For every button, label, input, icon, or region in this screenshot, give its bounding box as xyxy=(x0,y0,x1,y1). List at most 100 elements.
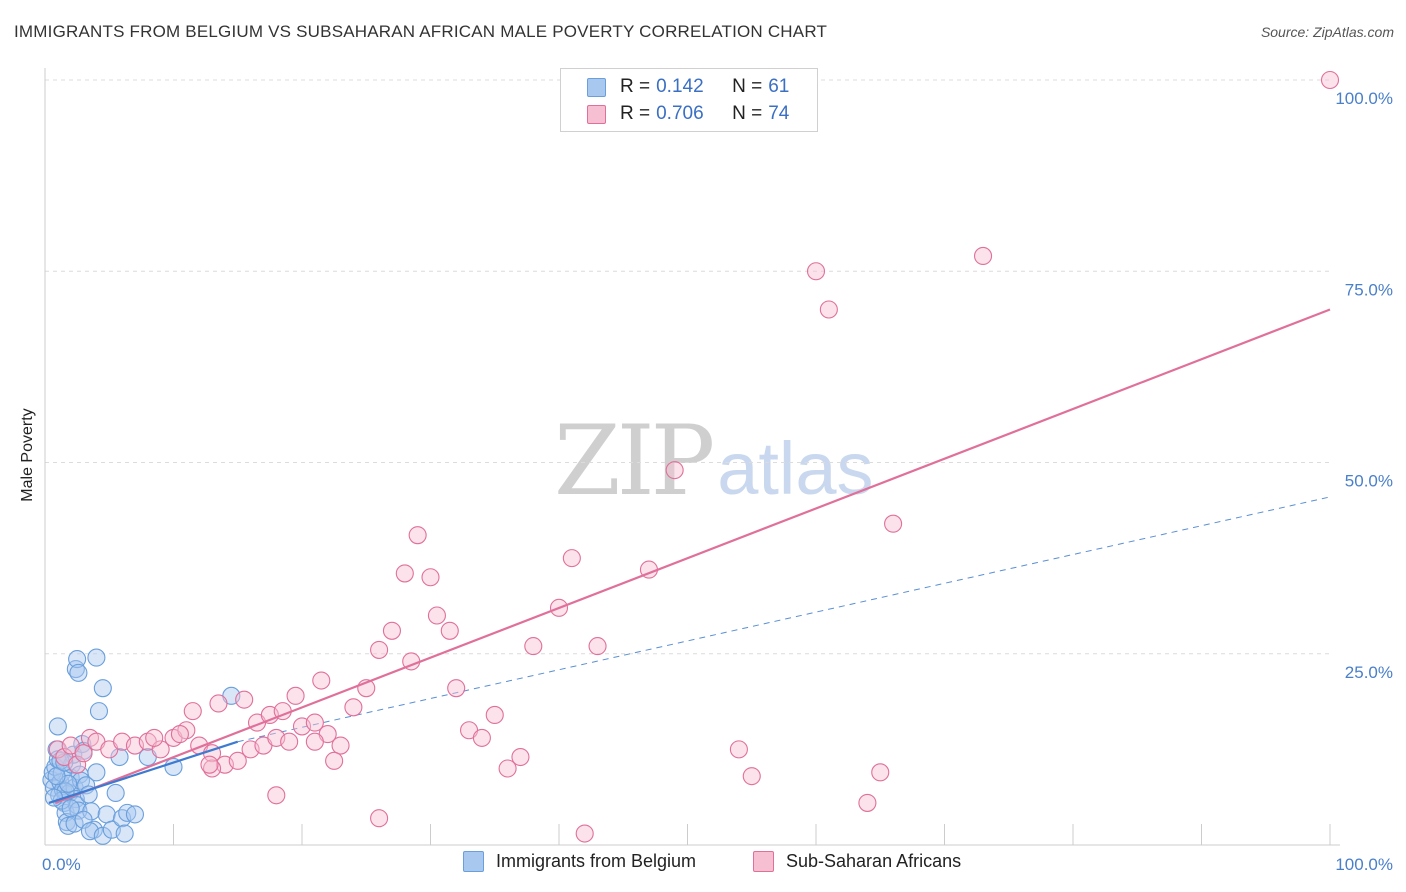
r-label: R = xyxy=(620,76,651,97)
y-tick-label: 25.0% xyxy=(1345,663,1393,682)
point-subsaharan xyxy=(209,694,228,713)
point-belgium xyxy=(115,824,134,843)
stats-legend-row-subsaharan: R = 0.706 N = 74 xyxy=(587,102,789,126)
point-subsaharan xyxy=(305,713,324,732)
point-belgium xyxy=(93,679,112,698)
point-belgium xyxy=(68,650,87,669)
n-label: N = xyxy=(732,103,763,124)
n-value: 61 xyxy=(768,76,790,97)
point-belgium xyxy=(47,767,66,786)
point-belgium xyxy=(89,702,109,721)
point-subsaharan xyxy=(858,793,877,812)
r-value: 0.142 xyxy=(656,76,704,97)
watermark-zip: ZIP xyxy=(554,405,715,517)
point-belgium xyxy=(48,717,67,736)
legend-swatch-belgium xyxy=(463,851,484,872)
point-subsaharan xyxy=(588,637,607,656)
point-subsaharan xyxy=(447,679,466,698)
grid-lines xyxy=(45,79,1330,655)
trend-line-belgium xyxy=(48,740,239,804)
point-subsaharan xyxy=(228,751,247,770)
point-subsaharan xyxy=(408,526,427,545)
watermark: ZIPatlas xyxy=(554,405,874,517)
point-subsaharan xyxy=(325,751,344,770)
point-subsaharan xyxy=(742,767,761,786)
n-label: N = xyxy=(732,76,763,97)
point-subsaharan xyxy=(74,744,93,763)
point-subsaharan xyxy=(286,686,305,705)
point-subsaharan xyxy=(183,702,202,721)
point-belgium xyxy=(164,757,183,777)
point-subsaharan xyxy=(871,763,890,782)
point-subsaharan xyxy=(427,606,446,625)
point-belgium xyxy=(61,799,80,818)
point-subsaharan xyxy=(973,246,993,265)
chart-title: IMMIGRANTS FROM BELGIUM VS SUBSAHARAN AF… xyxy=(14,22,828,41)
point-subsaharan xyxy=(235,690,254,709)
point-belgium xyxy=(65,814,84,833)
stats-legend: R = 0.142 N = 61 R = 0.706 N = 74 xyxy=(560,68,818,132)
point-subsaharan xyxy=(280,732,299,751)
point-belgium xyxy=(110,747,129,767)
point-subsaharan xyxy=(884,514,903,533)
point-belgium xyxy=(118,803,137,822)
series-legend: Immigrants from Belgium Sub-Saharan Afri… xyxy=(0,851,1406,877)
stats-legend-row-belgium: R = 0.142 N = 61 xyxy=(587,75,789,99)
y-tick-label: 100.0% xyxy=(1335,89,1393,108)
point-belgium xyxy=(87,763,106,782)
y-tick-label: 50.0% xyxy=(1345,472,1393,491)
axes xyxy=(44,68,1340,846)
legend-label-belgium: Immigrants from Belgium xyxy=(496,851,697,871)
point-subsaharan xyxy=(421,568,440,587)
n-value: 74 xyxy=(768,103,790,124)
legend-item-belgium[interactable]: Immigrants from Belgium xyxy=(463,851,696,872)
r-label: R = xyxy=(620,103,651,124)
point-subsaharan xyxy=(665,461,684,480)
tick-labels: 25.0% 50.0% 75.0% 100.0% 0.0% 100.0% xyxy=(42,89,1393,874)
point-subsaharan xyxy=(819,300,838,319)
y-tick-label: 75.0% xyxy=(1345,280,1393,299)
point-subsaharan xyxy=(485,705,504,725)
legend-item-subsaharan[interactable]: Sub-Saharan Africans xyxy=(753,851,961,872)
point-subsaharan xyxy=(729,740,748,759)
point-belgium xyxy=(44,788,64,807)
trend-line-belgium-dashed xyxy=(237,496,1331,743)
point-subsaharan xyxy=(68,755,87,774)
point-belgium xyxy=(106,783,125,803)
r-value: 0.706 xyxy=(656,103,704,124)
subsaharan-swatch xyxy=(587,104,606,124)
point-subsaharan xyxy=(395,564,414,583)
point-subsaharan xyxy=(331,736,350,755)
point-subsaharan xyxy=(170,725,189,744)
point-subsaharan xyxy=(370,640,389,659)
point-subsaharan xyxy=(145,728,164,747)
point-subsaharan xyxy=(1320,70,1340,90)
x-tick-label: 100.0% xyxy=(1335,855,1393,874)
point-subsaharan xyxy=(267,786,286,805)
point-subsaharan xyxy=(440,621,459,640)
point-subsaharan xyxy=(382,621,402,640)
point-belgium xyxy=(74,810,93,829)
point-subsaharan xyxy=(344,698,363,717)
point-subsaharan xyxy=(575,824,594,843)
x-tick-label: 0.0% xyxy=(42,855,81,874)
belgium-swatch xyxy=(587,77,606,97)
source-label: Source: ZipAtlas.com xyxy=(1260,24,1394,40)
point-belgium xyxy=(125,805,144,824)
point-subsaharan xyxy=(498,759,517,778)
legend-swatch-subsaharan xyxy=(753,851,774,872)
point-subsaharan xyxy=(472,728,491,747)
point-subsaharan xyxy=(312,671,331,690)
point-subsaharan xyxy=(806,262,826,281)
legend-label-subsaharan: Sub-Saharan Africans xyxy=(786,851,962,871)
point-belgium xyxy=(87,648,106,667)
point-subsaharan xyxy=(151,740,170,759)
point-subsaharan xyxy=(305,732,324,751)
trend-line-subsaharan xyxy=(54,308,1331,804)
point-belgium xyxy=(93,826,112,845)
point-belgium xyxy=(69,663,88,682)
point-belgium xyxy=(97,805,116,824)
point-subsaharan xyxy=(511,747,530,767)
trend-lines xyxy=(237,496,1331,743)
